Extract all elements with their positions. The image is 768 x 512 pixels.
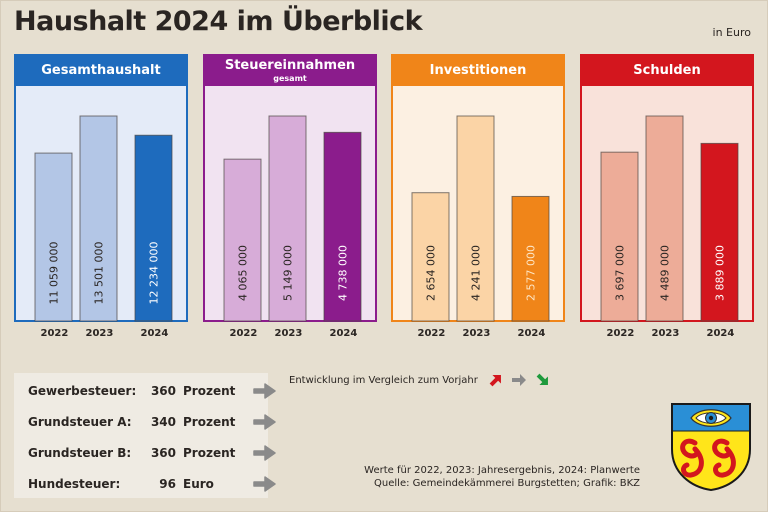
bar-2022 [411, 192, 450, 322]
panel-header: Gesamthaushalt [16, 56, 186, 86]
arrow-right-icon [253, 414, 276, 430]
arrow-right-icon [253, 476, 276, 492]
bar-chart: 2 654 000 4 241 000 2 577 000 [411, 115, 550, 322]
tax-label: Hundesteuer: [28, 477, 121, 491]
year-label: 2022 [229, 328, 258, 339]
bar-value-label: 11 059 000 [48, 242, 61, 305]
bar-value-label: 2 654 000 [425, 245, 438, 301]
arrow-up-right-icon [489, 375, 501, 387]
eye-icon [690, 409, 732, 427]
tax-row: Grundsteuer A: 340 Prozent [28, 412, 277, 432]
bar-value-label: 3 889 000 [714, 245, 727, 301]
tax-label: Grundsteuer B: [28, 446, 132, 460]
year-label: 2023 [462, 328, 491, 339]
footnote-values: Werte für 2022, 2023: Jahresergebnis, 20… [364, 465, 640, 476]
tax-value: 360 [150, 384, 176, 398]
trend-legend: Entwicklung im Vergleich zum Vorjahr [289, 372, 556, 388]
bar-2022 [223, 158, 262, 322]
coat-of-arms-icon [671, 403, 751, 492]
tax-row: Hundesteuer: 96 Euro [28, 474, 277, 494]
chart-panel-schulden: Schulden 3 697 000 4 489 000 3 889 000 [580, 54, 754, 322]
arrow-down-right-icon [536, 373, 548, 385]
panel-title: Schulden [633, 63, 701, 78]
bar-value-label: 5 149 000 [282, 245, 295, 301]
tax-row: Gewerbesteuer: 360 Prozent [28, 381, 277, 401]
bar-2023 [268, 115, 307, 322]
tax-unit: Prozent [183, 415, 236, 429]
bar-2024 [323, 131, 362, 322]
bar-value-label: 12 234 000 [148, 242, 161, 305]
year-label: 2024 [517, 328, 546, 339]
panel-header: Investitionen [393, 56, 563, 86]
year-label: 2022 [606, 328, 635, 339]
panel-title: Steuereinnahmen [224, 58, 356, 73]
bar-value-label: 4 065 000 [237, 245, 250, 301]
bar-value-label: 3 697 000 [614, 245, 627, 301]
year-label: 2024 [706, 328, 735, 339]
legend-text: Entwicklung im Vergleich zum Vorjahr [289, 374, 478, 386]
year-label: 2023 [651, 328, 680, 339]
bar-value-label: 2 577 000 [525, 245, 538, 301]
bar-2024 [511, 195, 550, 322]
bar-chart: 4 065 000 5 149 000 4 738 000 [223, 115, 362, 322]
bar-2022 [600, 151, 639, 322]
bar-chart: 3 697 000 4 489 000 3 889 000 [600, 115, 739, 322]
tax-value: 96 [159, 477, 176, 491]
chart-panel-investitionen: Investitionen 2 654 000 4 241 000 2 577 000 [391, 54, 565, 322]
bar-value-label: 4 489 000 [659, 245, 672, 301]
panel-header: Steuereinnahmen gesamt [205, 56, 375, 86]
bar-chart: 11 059 000 13 501 000 12 234 000 [34, 115, 173, 322]
year-label: 2023 [85, 328, 114, 339]
bar-value-label: 4 738 000 [337, 245, 350, 301]
year-label: 2023 [274, 328, 303, 339]
year-label: 2024 [329, 328, 358, 339]
arrow-right-icon [511, 374, 526, 386]
bar-value-label: 13 501 000 [93, 242, 106, 305]
footnotes: Werte für 2022, 2023: Jahresergebnis, 20… [360, 464, 640, 490]
panel-subtitle: gesamt [273, 74, 307, 83]
panel-title: Gesamthaushalt [41, 63, 161, 78]
year-label: 2022 [417, 328, 446, 339]
bar-2024 [134, 134, 173, 322]
year-label: 2024 [140, 328, 169, 339]
tax-value: 340 [150, 415, 176, 429]
bar-value-label: 4 241 000 [470, 245, 483, 301]
tax-unit: Euro [183, 477, 214, 491]
chart-panel-gesamthaushalt: Gesamthaushalt 11 059 000 13 501 000 12 234… [14, 54, 188, 322]
tax-value: 360 [150, 446, 176, 460]
tax-label: Gewerbesteuer: [28, 384, 137, 398]
tax-row: Grundsteuer B: 360 Prozent [28, 443, 277, 463]
arrow-right-icon [253, 445, 276, 461]
page-title: Haushalt 2024 im Überblick [14, 6, 423, 37]
tax-rates-box [14, 373, 268, 498]
legend-arrows [489, 373, 548, 387]
bar-2024 [700, 142, 739, 322]
footnote-source: Quelle: Gemeindekämmerei Burgstetten; Gr… [374, 478, 640, 489]
chart-panel-steuereinnahmen: Steuereinnahmen gesamt 4 065 000 5 149 000 4… [203, 54, 377, 322]
panel-header: Schulden [582, 56, 752, 86]
tax-unit: Prozent [183, 384, 236, 398]
panel-title: Investitionen [429, 63, 527, 78]
unit-note: in Euro [712, 26, 751, 39]
arrow-right-icon [253, 383, 276, 399]
tax-unit: Prozent [183, 446, 236, 460]
bar-2022 [34, 152, 73, 322]
bar-2023 [79, 115, 118, 322]
year-label: 2022 [40, 328, 69, 339]
bar-2023 [456, 115, 495, 322]
bar-2023 [645, 115, 684, 322]
tax-label: Grundsteuer A: [28, 415, 132, 429]
scroll-ornament-icon [680, 438, 736, 478]
